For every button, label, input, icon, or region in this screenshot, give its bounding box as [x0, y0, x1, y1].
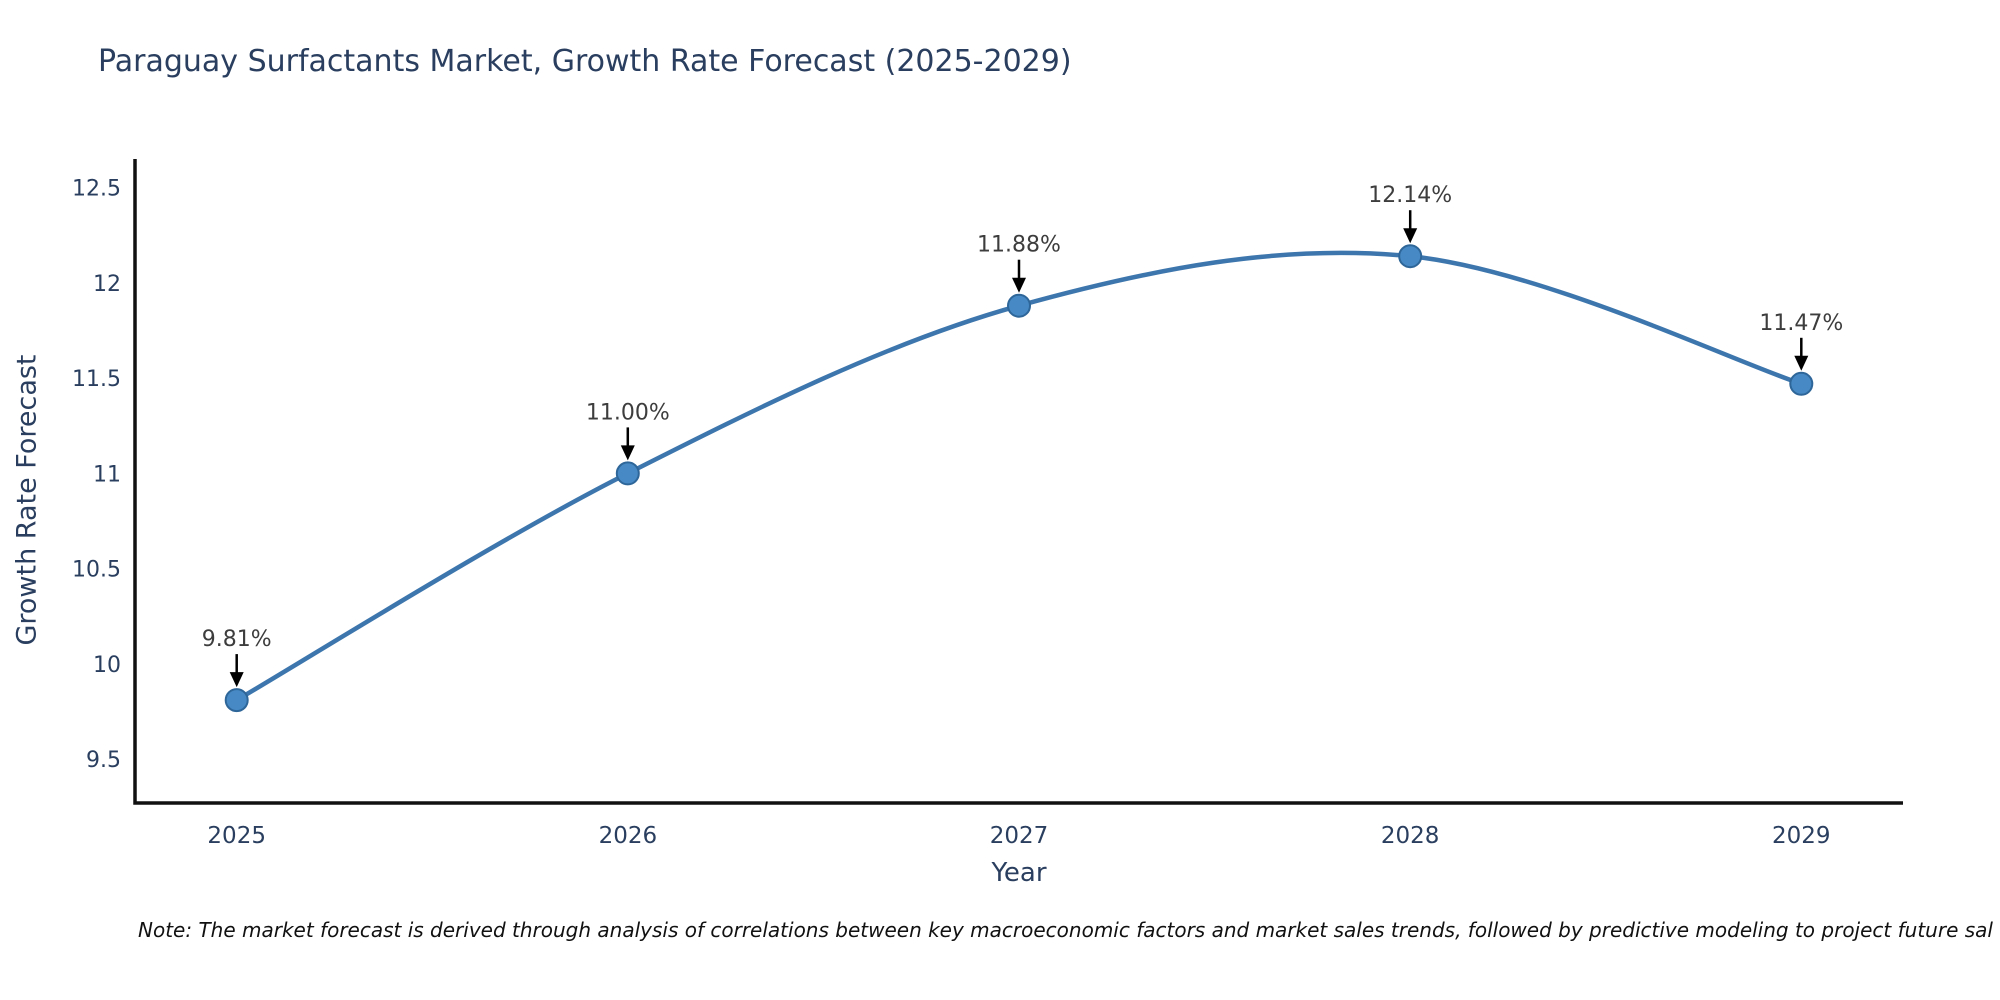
y-tick-label: 9.5	[86, 748, 121, 773]
chart-title: Paraguay Surfactants Market, Growth Rate…	[98, 44, 1072, 79]
annotation-arrowhead-icon	[1403, 228, 1418, 244]
y-tick-label: 10	[93, 653, 121, 678]
annotation-label: 11.47%	[1759, 311, 1843, 336]
annotation-label: 11.00%	[586, 400, 670, 425]
footnote: Note: The market forecast is derived thr…	[138, 918, 1993, 942]
data-point-marker	[1007, 293, 1031, 318]
annotation-arrowhead-icon	[229, 672, 244, 688]
x-tick-label: 2029	[1772, 823, 1831, 849]
annotation-arrowhead-icon	[1794, 355, 1809, 371]
y-tick-label: 10.5	[72, 558, 121, 583]
axis-lines	[133, 159, 1903, 805]
x-tick-label: 2027	[990, 823, 1049, 849]
x-tick-label: 2028	[1381, 823, 1440, 849]
y-tick-label: 11.5	[72, 367, 121, 392]
x-tick-label: 2026	[599, 823, 658, 849]
data-point-marker	[615, 461, 640, 486]
annotation-label: 11.88%	[977, 233, 1061, 258]
series-line	[234, 250, 1804, 703]
data-point-marker	[1398, 244, 1423, 269]
y-tick-label: 12.5	[72, 177, 121, 202]
annotation-arrowhead-icon	[1012, 277, 1026, 293]
y-tick-label: 11	[93, 462, 121, 487]
x-tick-label: 2025	[207, 823, 266, 849]
annotation-label: 9.81%	[202, 627, 272, 652]
x-axis-title: Year	[991, 858, 1047, 888]
data-point-marker	[1789, 371, 1814, 396]
data-point-marker	[224, 688, 249, 713]
annotation-label: 12.14%	[1368, 183, 1452, 208]
y-tick-label: 12	[93, 272, 121, 297]
annotation-arrowhead-icon	[620, 445, 635, 461]
